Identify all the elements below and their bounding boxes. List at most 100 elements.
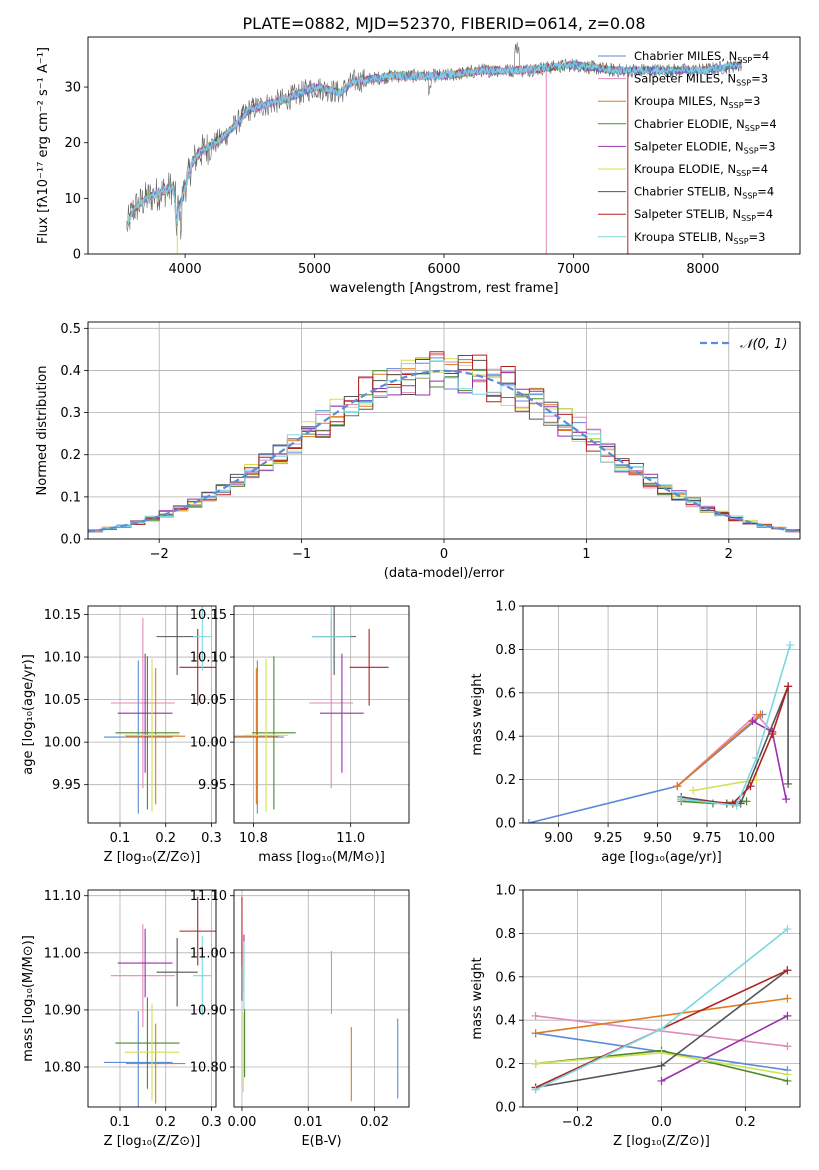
legend-label: Kroupa MILES, N [634, 94, 729, 108]
legend-subscript: SSP [736, 79, 751, 88]
x-axis-label: age [log₁₀(age/yr)] [601, 850, 722, 865]
weight-line-kroupa_miles [535, 997, 788, 1034]
y-tick-label: 0.8 [495, 927, 516, 942]
weight-line-kroupa_miles [676, 713, 761, 787]
legend-entry-kroupa_miles: Kroupa MILES, NSSP=3 [634, 94, 760, 110]
y-tick-label: 10.90 [190, 1003, 227, 1018]
legend-label: Salpeter STELIB, N [634, 207, 741, 221]
legend-suffix: =3 [749, 230, 766, 244]
legend-label: Salpeter MILES, N [634, 72, 736, 86]
axes-frame [87, 321, 801, 540]
axes-frame [233, 889, 410, 1108]
y-axis-label: mass [log₁₀(M/M⊙)] [21, 935, 36, 1062]
plot-area-spectrum [126, 42, 742, 254]
legend-subscript: SSP [737, 56, 752, 65]
x-tick-label: 0.00 [227, 1115, 256, 1130]
axes-frame [522, 605, 801, 824]
y-tick-label: 0.3 [60, 406, 81, 421]
weight-marker-kroupa_miles [756, 710, 765, 719]
panel-residuals: −2 −1 0 1 2 0.0 0.1 0.2 0.3 0.4 0.5 (data-model)/er… [35, 321, 801, 581]
x-tick-label: 0.01 [294, 1115, 323, 1130]
plot-area-mass_vs_Z [104, 896, 216, 1107]
y-tick-label: 0.4 [495, 1014, 516, 1029]
x-tick-label: 0.3 [201, 831, 222, 846]
x-tick-label: 10.00 [738, 831, 775, 846]
weight-marker-chabrier_stelib [657, 1061, 666, 1070]
x-tick-label: 11.0 [336, 831, 365, 846]
weight-marker-chabrier_elodie [742, 797, 751, 806]
y-tick-label: 9.95 [52, 778, 81, 793]
weight-marker-salpeter_elodie [782, 795, 791, 804]
weight-marker-kroupa_elodie [531, 1059, 540, 1068]
weight-marker-kroupa_miles [531, 1029, 540, 1038]
legend-entry-salpeter_miles: Salpeter MILES, NSSP=3 [634, 72, 768, 88]
y-tick-label: 0.2 [495, 773, 516, 788]
x-tick-label: −2 [150, 547, 169, 562]
x-tick-label: 9.00 [544, 831, 573, 846]
weight-marker-kroupa_stelib [786, 641, 795, 650]
x-tick-label: 0.2 [735, 1115, 756, 1130]
x-tick-label: 0 [440, 547, 448, 562]
weight-marker-salpeter_elodie [657, 1076, 666, 1085]
y-tick-label: 0.0 [495, 1101, 516, 1116]
legend-subscript: SSP [729, 101, 744, 110]
x-tick-label: 0.1 [110, 831, 131, 846]
axes-frame [87, 889, 217, 1108]
legend-suffix: =4 [760, 117, 777, 131]
legend-label: Chabrier MILES, N [634, 49, 737, 63]
weight-marker-salpeter_miles [783, 1042, 792, 1051]
panel-weight_vs_Z: −0.2 0.0 0.2 0.0 0.2 0.4 0.6 0.8 1.0 Z [log₁₀(Z/Z… [470, 884, 801, 1149]
weight-marker-kroupa_stelib [732, 801, 741, 810]
y-axis-label: mass weight [470, 673, 485, 755]
legend-entry-gaussian: 𝒩(0, 1) [740, 337, 787, 352]
y-tick-label: 0.5 [60, 322, 81, 337]
weight-marker-salpeter_stelib [768, 730, 777, 739]
legend-entry-chabrier_miles: Chabrier MILES, NSSP=4 [634, 49, 769, 65]
y-tick-label: 10.00 [44, 736, 81, 751]
y-tick-label: 10 [64, 192, 81, 207]
weight-line-salpeter_elodie [661, 1015, 788, 1082]
y-tick-label: 10.80 [190, 1061, 227, 1076]
weight-marker-kroupa_stelib [657, 1024, 666, 1033]
y-tick-label: 0.6 [495, 686, 516, 701]
x-tick-label: 5000 [298, 262, 331, 277]
panel-spectrum: 4000 5000 6000 7000 8000 0 10 20 30 wavelength [A… [36, 36, 801, 296]
x-tick-label: −1 [292, 547, 311, 562]
legend-entry-kroupa_stelib: Kroupa STELIB, NSSP=3 [634, 230, 765, 246]
legend-entry-chabrier_stelib: Chabrier STELIB, NSSP=4 [634, 185, 774, 201]
legend-suffix: =4 [756, 207, 773, 221]
y-tick-label: 11.00 [44, 946, 81, 961]
x-tick-label: 6000 [427, 262, 460, 277]
legend-label: Kroupa STELIB, N [634, 230, 734, 244]
y-tick-label: 10.10 [44, 651, 81, 666]
weight-line-kroupa_stelib [681, 644, 791, 807]
weight-marker-chabrier_miles [524, 819, 533, 823]
y-tick-label: 0.8 [495, 643, 516, 658]
x-tick-label: 0.2 [155, 1115, 176, 1130]
y-tick-label: 20 [64, 136, 81, 151]
legend-entry-chabrier_elodie: Chabrier ELODIE, NSSP=4 [634, 117, 777, 133]
y-tick-label: 10.15 [44, 608, 81, 623]
legend-entry-kroupa_elodie: Kroupa ELODIE, NSSP=4 [634, 162, 768, 178]
y-tick-label: 0.0 [495, 817, 516, 832]
plot-area-age_vs_mass [234, 606, 389, 814]
y-tick-label: 0.4 [495, 730, 516, 745]
plot-area-weight_vs_Z [531, 925, 792, 1094]
weight-marker-salpeter_stelib [783, 966, 792, 975]
plot-area-weight_vs_age [524, 641, 795, 823]
y-tick-label: 1.0 [495, 600, 516, 615]
x-tick-label: 9.75 [693, 831, 722, 846]
weight-marker-salpeter_stelib [784, 682, 793, 691]
x-axis-label: Z [log₁₀(Z/Z⊙)] [104, 850, 201, 865]
y-tick-label: 0.2 [495, 1057, 516, 1072]
legend-subscript: SSP [742, 192, 757, 201]
x-axis-label: wavelength [Angstrom, rest frame] [330, 281, 559, 296]
legend-label: Chabrier STELIB, N [634, 185, 742, 199]
legend-suffix: =3 [759, 139, 776, 153]
legend-subscript: SSP [741, 214, 756, 223]
x-axis-label: E(B-V) [301, 1134, 341, 1149]
y-axis-label: Normed distribution [35, 366, 50, 496]
x-tick-label: 0.0 [651, 1115, 672, 1130]
legend-subscript: SSP [734, 237, 749, 246]
